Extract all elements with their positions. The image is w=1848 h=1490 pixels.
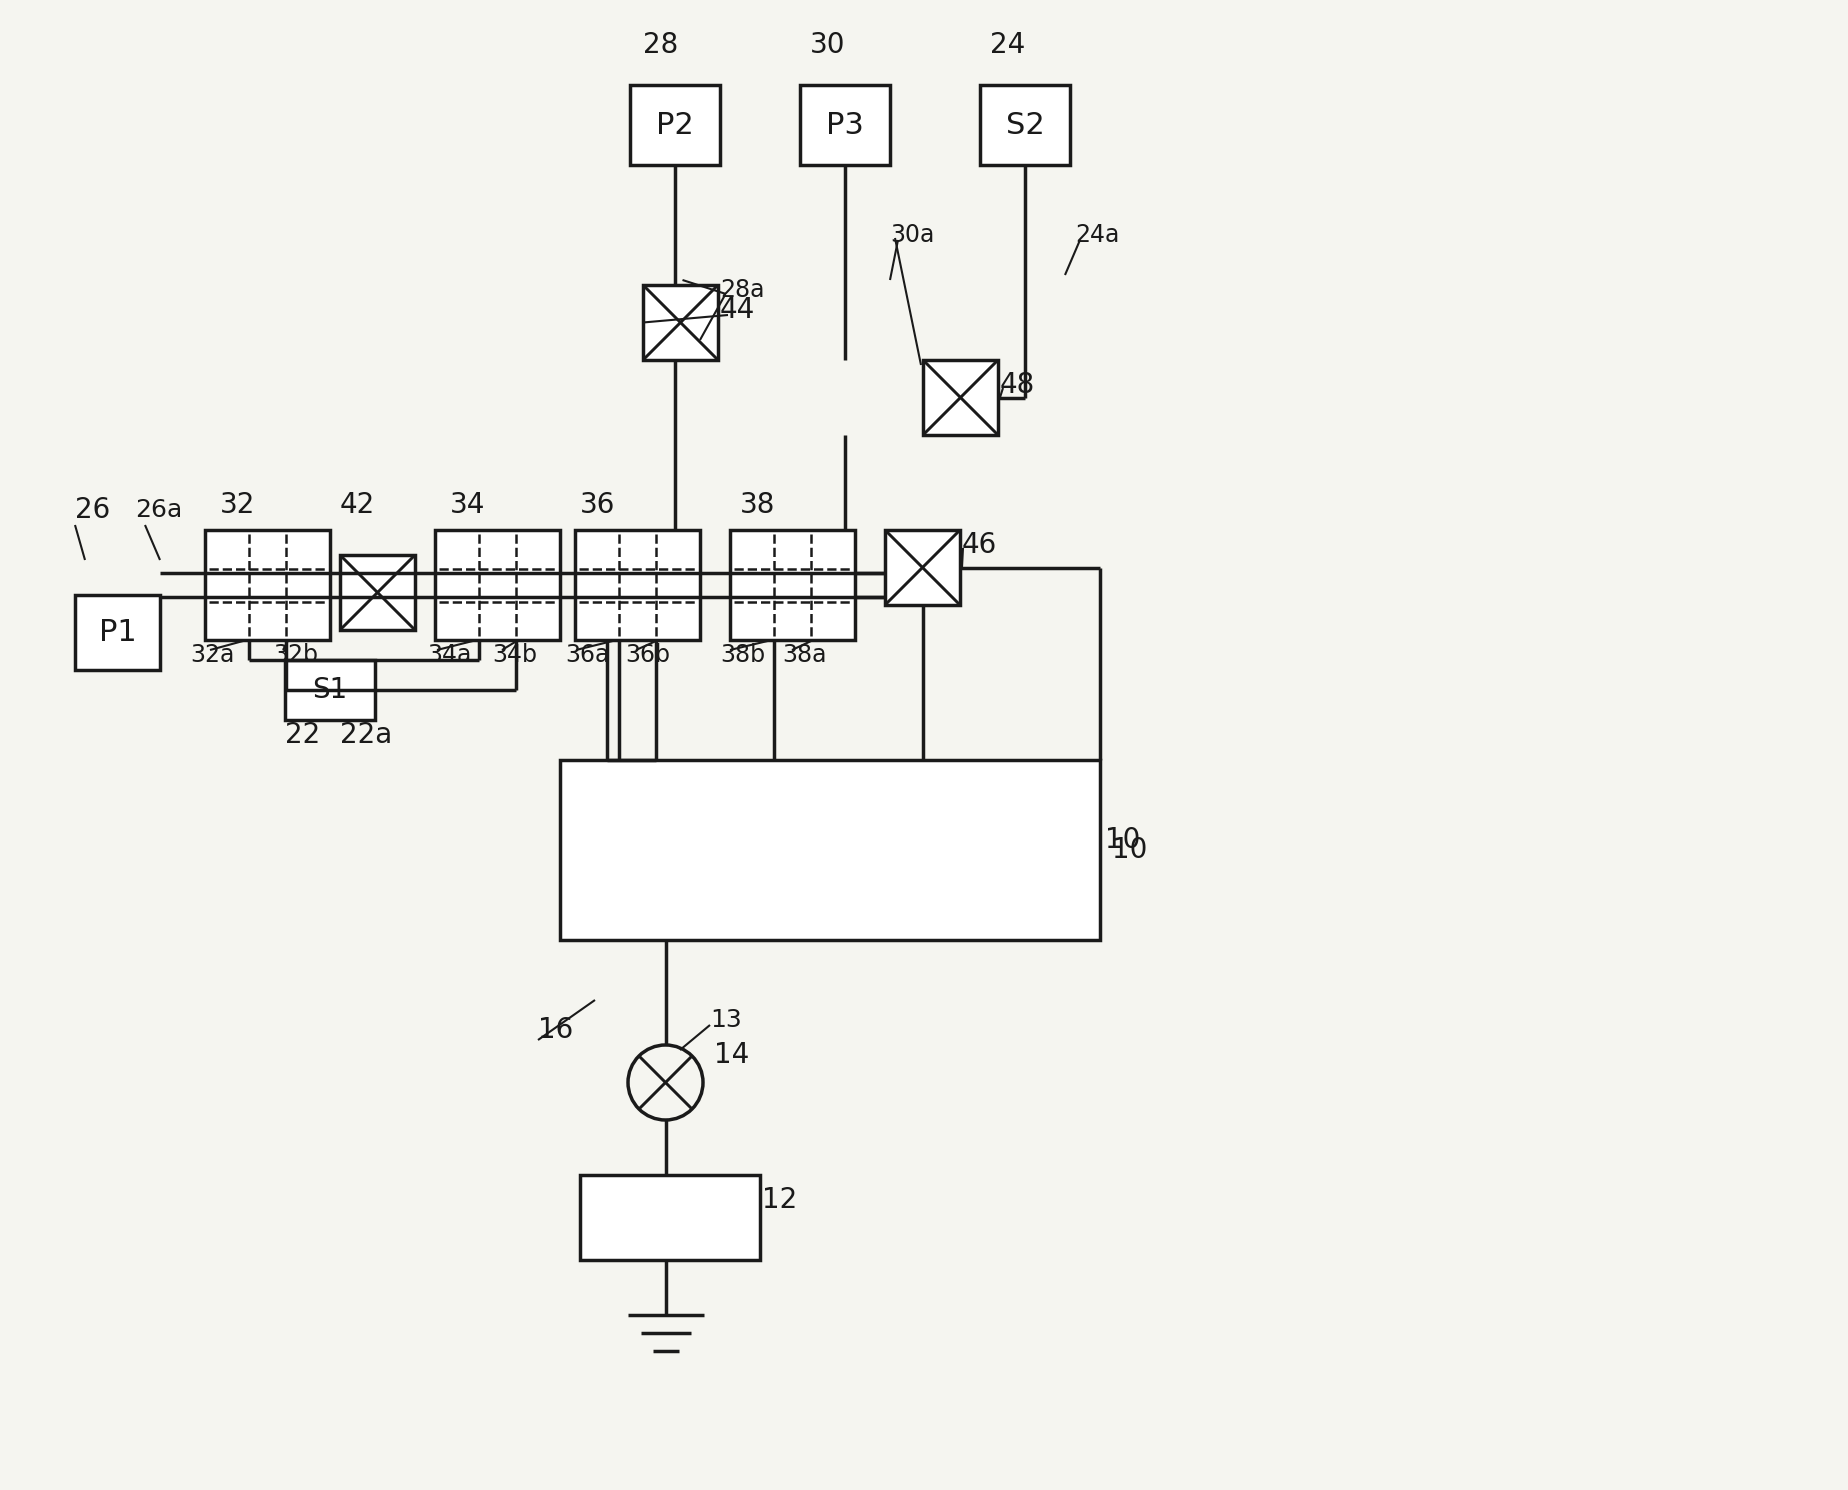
Text: 24a: 24a bbox=[1076, 224, 1120, 247]
Text: 42: 42 bbox=[340, 492, 375, 519]
Text: 30: 30 bbox=[809, 31, 846, 60]
Text: 32a: 32a bbox=[190, 644, 235, 668]
Text: 10: 10 bbox=[1105, 825, 1140, 854]
Text: 46: 46 bbox=[963, 530, 998, 559]
Bar bbox=[205, 530, 331, 641]
Text: 28: 28 bbox=[643, 31, 678, 60]
Bar bbox=[800, 85, 891, 165]
Text: 24: 24 bbox=[991, 31, 1026, 60]
Text: 26: 26 bbox=[76, 496, 111, 524]
Bar bbox=[922, 361, 998, 435]
Text: 30a: 30a bbox=[891, 224, 935, 247]
Text: 32b: 32b bbox=[274, 644, 318, 668]
Text: 26a: 26a bbox=[135, 498, 183, 522]
Text: P1: P1 bbox=[98, 618, 137, 647]
Text: 44: 44 bbox=[721, 297, 756, 323]
Bar bbox=[285, 660, 375, 720]
Text: S1: S1 bbox=[312, 676, 347, 703]
Text: P3: P3 bbox=[826, 110, 863, 140]
Bar bbox=[580, 1176, 760, 1261]
Bar bbox=[434, 530, 560, 641]
Bar bbox=[885, 530, 959, 605]
Bar bbox=[630, 85, 721, 165]
Text: 22: 22 bbox=[285, 721, 320, 749]
Text: 10: 10 bbox=[1112, 836, 1148, 864]
Bar bbox=[979, 85, 1070, 165]
Text: 38b: 38b bbox=[721, 644, 765, 668]
Bar bbox=[560, 760, 1100, 940]
Bar bbox=[730, 530, 856, 641]
Text: 38: 38 bbox=[739, 492, 776, 519]
Text: 16: 16 bbox=[538, 1016, 573, 1044]
Text: 14: 14 bbox=[713, 1042, 748, 1068]
Text: 12: 12 bbox=[761, 1186, 796, 1214]
Text: 34b: 34b bbox=[492, 644, 538, 668]
Bar bbox=[76, 595, 161, 670]
Text: 36a: 36a bbox=[565, 644, 610, 668]
Text: 22a: 22a bbox=[340, 721, 392, 749]
Text: 34: 34 bbox=[451, 492, 486, 519]
Text: P2: P2 bbox=[656, 110, 693, 140]
Text: 48: 48 bbox=[1000, 371, 1035, 399]
Text: 38a: 38a bbox=[782, 644, 826, 668]
Text: 34a: 34a bbox=[427, 644, 471, 668]
Bar bbox=[643, 285, 719, 361]
Text: 36b: 36b bbox=[625, 644, 671, 668]
Text: 32: 32 bbox=[220, 492, 255, 519]
Text: 28a: 28a bbox=[721, 279, 765, 302]
Text: 36: 36 bbox=[580, 492, 615, 519]
Bar bbox=[340, 554, 416, 630]
Bar bbox=[575, 530, 700, 641]
Text: 13: 13 bbox=[710, 1009, 741, 1033]
Text: S2: S2 bbox=[1005, 110, 1044, 140]
